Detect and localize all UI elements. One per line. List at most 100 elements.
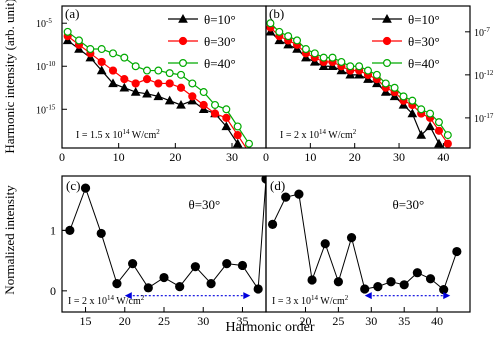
point-b-2-14 xyxy=(390,83,399,92)
x-tick-label-a-2: 20 xyxy=(169,150,181,164)
point-d-0-7 xyxy=(360,284,370,294)
panel-c: 15 20 25 30 35 0 1 (c) θ=30° I = 2 x 1014 W/cm2 xyxy=(50,175,267,328)
point-d-0-12 xyxy=(425,274,436,284)
point-b-2-5 xyxy=(310,49,319,58)
point-a-0-14 xyxy=(221,121,232,131)
point-a-1-8 xyxy=(154,79,163,88)
point-d-0-4 xyxy=(320,239,330,249)
point-a-1-4 xyxy=(108,66,118,75)
range-arrow-head-right-c xyxy=(243,292,251,300)
annotation-b: I = 2 x 1014 W/cm2 xyxy=(280,128,357,141)
y-tick-label-a-0: 10-5 xyxy=(36,17,52,30)
panel-a: 0 10 20 30 10-5 10-10 10-15 (a) θ=10° θ=30° θ=40° I… xyxy=(36,5,267,164)
point-a-2-7 xyxy=(143,66,152,75)
point-a-0-4 xyxy=(108,78,118,88)
point-d-0-3 xyxy=(307,275,317,285)
point-b-2-7 xyxy=(328,53,337,62)
range-arrow-c xyxy=(124,292,251,300)
x-tick-label-b-0: 0 xyxy=(263,150,269,164)
point-a-0-10 xyxy=(176,99,186,109)
legend-label-b-2: θ=40° xyxy=(408,56,440,71)
bottom-x-axis-title: Harmonic order xyxy=(225,320,314,335)
range-arrow-head-left-d xyxy=(364,292,372,300)
frame-d xyxy=(265,175,471,313)
point-b-0-18 xyxy=(425,121,435,131)
x-tick-label-d-3: 35 xyxy=(398,314,410,328)
panel-d: 20 25 30 35 40 (d) θ=30° I = 3 x 1014 W/cm2 xyxy=(265,175,471,328)
point-b-2-20 xyxy=(443,131,452,140)
series-a-1 xyxy=(63,32,247,148)
point-a-0-16 xyxy=(245,157,253,164)
panel-label-a: (a) xyxy=(65,6,79,21)
point-c-0-9 xyxy=(190,262,200,272)
theta-label-c: θ=30° xyxy=(188,197,220,212)
point-d-0-5 xyxy=(333,277,343,287)
bottom-y-axis-title: Normalized intensity xyxy=(2,185,17,295)
point-b-2-18 xyxy=(426,109,435,118)
point-d-0-1 xyxy=(281,192,291,202)
point-d-0-11 xyxy=(412,268,422,278)
point-b-0-16 xyxy=(407,108,418,118)
legend-item-b-0: θ=10° xyxy=(372,12,440,27)
point-c-0-1 xyxy=(65,225,75,235)
legend-item-a-2: θ=40° xyxy=(168,56,236,71)
point-a-0-7 xyxy=(142,88,152,98)
x-tick-label-a-0: 0 xyxy=(59,150,65,164)
legend-item-b-2: θ=40° xyxy=(372,56,440,71)
panel-label-c: (c) xyxy=(66,178,80,193)
point-a-0-15 xyxy=(232,138,243,148)
point-b-2-6 xyxy=(319,53,328,62)
x-tick-label-c-1: 20 xyxy=(119,314,131,328)
point-b-2-1 xyxy=(275,27,284,36)
point-d-0-2 xyxy=(294,189,304,199)
series-d-0 xyxy=(267,189,462,295)
x-tick-label-d-0: 20 xyxy=(299,314,311,328)
range-arrow-head-left-c xyxy=(124,292,132,300)
x-tick-label-d-2: 30 xyxy=(365,314,377,328)
point-b-2-10 xyxy=(355,62,364,71)
panel-label-d: (d) xyxy=(270,178,285,193)
legend-item-a-1: θ=30° xyxy=(168,34,236,49)
legend-marker-a-1 xyxy=(178,36,188,46)
x-tick-label-a-1: 10 xyxy=(113,150,125,164)
x-tick-label-a-3: 30 xyxy=(226,150,238,164)
point-d-0-14 xyxy=(452,246,462,257)
point-b-1-20 xyxy=(443,139,452,148)
point-a-2-13 xyxy=(211,100,220,109)
series-b-0 xyxy=(266,26,444,148)
legend-marker-b-0 xyxy=(382,13,392,23)
point-b-2-8 xyxy=(337,57,346,66)
point-a-0-9 xyxy=(164,95,175,105)
point-c-0-13 xyxy=(253,284,263,294)
y-tick-label-c-0: 0 xyxy=(50,284,56,298)
point-a-2-12 xyxy=(199,88,208,97)
point-a-2-5 xyxy=(120,53,129,62)
point-a-2-6 xyxy=(131,62,140,71)
legend-marker-a-0 xyxy=(178,13,188,23)
point-c-0-14 xyxy=(261,176,266,184)
y-tick-label-c-1: 1 xyxy=(50,223,56,237)
point-b-0-19 xyxy=(434,138,444,148)
legend-marker-b-2 xyxy=(383,58,392,67)
point-a-2-3 xyxy=(97,45,106,54)
point-b-0-17 xyxy=(416,130,427,139)
frame-c xyxy=(61,175,267,313)
point-a-0-5 xyxy=(119,82,130,92)
point-d-0-10 xyxy=(399,280,409,290)
point-b-2-3 xyxy=(293,36,302,45)
point-a-1-3 xyxy=(97,57,106,67)
range-arrow-d xyxy=(364,292,451,300)
point-c-0-12 xyxy=(237,260,248,271)
point-c-0-5 xyxy=(128,259,138,269)
point-c-0-2 xyxy=(80,183,91,193)
point-a-1-11 xyxy=(188,92,197,101)
point-b-2-17 xyxy=(417,105,426,114)
y-tick-label-a-1: 10-10 xyxy=(36,60,56,73)
y-tick-label-b-0: 10-7 xyxy=(474,26,490,39)
legend-item-a-0: θ=10° xyxy=(168,12,236,27)
point-a-1-12 xyxy=(199,100,208,110)
annotation-d: I = 3 x 1014 W/cm2 xyxy=(272,294,349,307)
point-a-2-10 xyxy=(177,70,186,79)
point-a-2-16 xyxy=(245,139,254,148)
